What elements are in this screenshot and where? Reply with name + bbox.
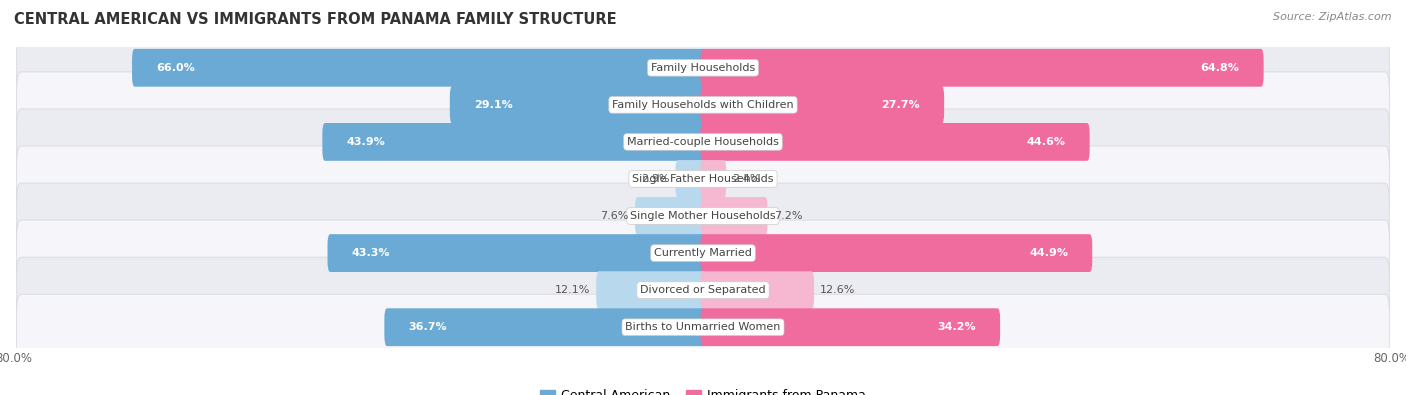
Text: Currently Married: Currently Married [654,248,752,258]
Text: 2.9%: 2.9% [641,174,669,184]
Text: 27.7%: 27.7% [882,100,920,110]
Text: 2.4%: 2.4% [733,174,761,184]
FancyBboxPatch shape [700,197,768,235]
FancyBboxPatch shape [17,109,1389,175]
Legend: Central American, Immigrants from Panama: Central American, Immigrants from Panama [536,384,870,395]
Text: Births to Unmarried Women: Births to Unmarried Women [626,322,780,332]
FancyBboxPatch shape [384,308,706,346]
FancyBboxPatch shape [675,160,706,198]
Text: 43.9%: 43.9% [346,137,385,147]
Text: Single Mother Households: Single Mother Households [630,211,776,221]
FancyBboxPatch shape [700,234,1092,272]
FancyBboxPatch shape [17,72,1389,138]
Text: 64.8%: 64.8% [1201,63,1240,73]
FancyBboxPatch shape [700,308,1000,346]
FancyBboxPatch shape [636,197,706,235]
Text: 34.2%: 34.2% [938,322,976,332]
FancyBboxPatch shape [596,271,706,309]
Text: Single Father Households: Single Father Households [633,174,773,184]
Text: 36.7%: 36.7% [409,322,447,332]
Text: Source: ZipAtlas.com: Source: ZipAtlas.com [1274,12,1392,22]
FancyBboxPatch shape [17,35,1389,101]
FancyBboxPatch shape [700,160,727,198]
FancyBboxPatch shape [17,183,1389,249]
FancyBboxPatch shape [322,123,706,161]
FancyBboxPatch shape [700,49,1264,87]
FancyBboxPatch shape [450,86,706,124]
Text: 12.6%: 12.6% [820,285,855,295]
Text: 7.2%: 7.2% [773,211,801,221]
Text: Family Households: Family Households [651,63,755,73]
Text: 44.6%: 44.6% [1026,137,1066,147]
Text: 12.1%: 12.1% [555,285,591,295]
Text: CENTRAL AMERICAN VS IMMIGRANTS FROM PANAMA FAMILY STRUCTURE: CENTRAL AMERICAN VS IMMIGRANTS FROM PANA… [14,12,617,27]
Text: 29.1%: 29.1% [474,100,513,110]
FancyBboxPatch shape [700,86,945,124]
Text: Divorced or Separated: Divorced or Separated [640,285,766,295]
Text: 43.3%: 43.3% [352,248,389,258]
FancyBboxPatch shape [17,257,1389,323]
FancyBboxPatch shape [17,220,1389,286]
FancyBboxPatch shape [17,146,1389,212]
FancyBboxPatch shape [700,271,814,309]
FancyBboxPatch shape [132,49,706,87]
Text: 66.0%: 66.0% [156,63,195,73]
FancyBboxPatch shape [17,294,1389,360]
Text: Family Households with Children: Family Households with Children [612,100,794,110]
Text: Married-couple Households: Married-couple Households [627,137,779,147]
Text: 44.9%: 44.9% [1029,248,1069,258]
FancyBboxPatch shape [700,123,1090,161]
Text: 7.6%: 7.6% [600,211,628,221]
FancyBboxPatch shape [328,234,706,272]
